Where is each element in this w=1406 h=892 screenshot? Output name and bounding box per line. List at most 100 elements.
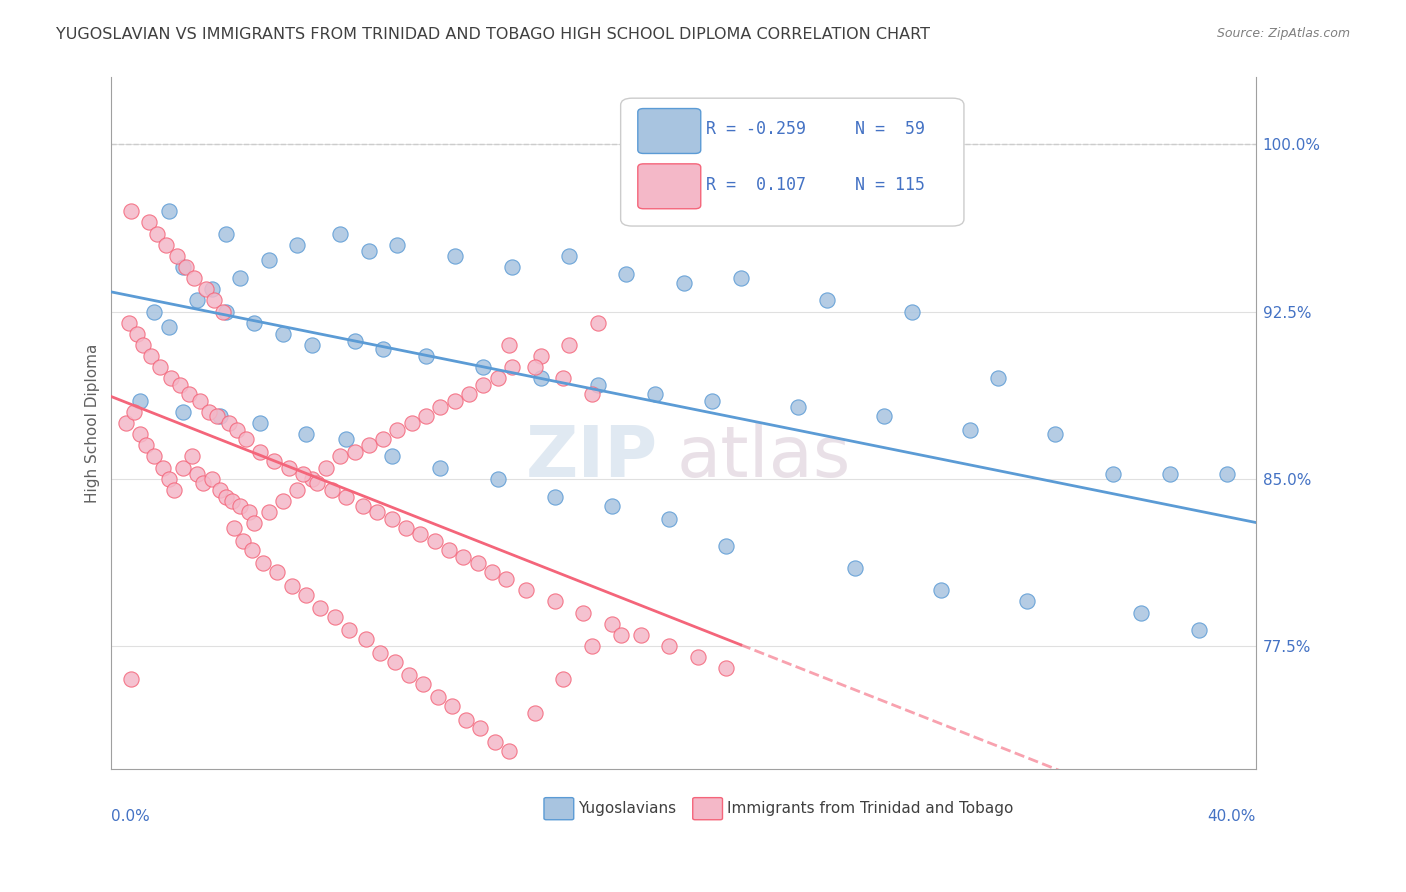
Point <box>600 616 623 631</box>
Point <box>249 445 271 459</box>
Point <box>295 427 318 442</box>
Point <box>440 699 463 714</box>
Point <box>1130 606 1153 620</box>
Text: YUGOSLAVIAN VS IMMIGRANTS FROM TRINIDAD AND TOBAGO HIGH SCHOOL DIPLOMA CORRELATI: YUGOSLAVIAN VS IMMIGRANTS FROM TRINIDAD … <box>56 27 931 42</box>
Point <box>352 499 374 513</box>
Point <box>194 282 217 296</box>
Point <box>285 237 308 252</box>
Point <box>415 349 437 363</box>
Point <box>212 304 235 318</box>
Point <box>558 338 581 352</box>
Point <box>271 494 294 508</box>
Point <box>224 521 246 535</box>
Point <box>498 744 520 758</box>
Point <box>354 632 377 647</box>
Point <box>315 460 337 475</box>
Point <box>987 371 1010 385</box>
Point <box>177 387 200 401</box>
Point <box>529 349 551 363</box>
Point <box>1015 594 1038 608</box>
Point <box>381 450 404 464</box>
FancyBboxPatch shape <box>638 109 700 153</box>
Point <box>486 371 509 385</box>
Point <box>412 677 434 691</box>
Point <box>523 706 546 720</box>
Point <box>572 606 595 620</box>
Point <box>263 454 285 468</box>
Point <box>873 409 896 424</box>
Point <box>238 505 260 519</box>
Point <box>180 450 202 464</box>
Point <box>207 409 229 424</box>
Point <box>495 572 517 586</box>
Point <box>249 416 271 430</box>
Point <box>458 387 481 401</box>
Point <box>277 460 299 475</box>
Text: 0.0%: 0.0% <box>111 809 150 823</box>
Point <box>257 253 280 268</box>
Point <box>257 505 280 519</box>
Point <box>544 594 567 608</box>
Point <box>387 237 409 252</box>
Point <box>398 668 420 682</box>
Point <box>423 534 446 549</box>
Point <box>266 566 288 580</box>
Point <box>221 494 243 508</box>
Point <box>127 326 149 341</box>
Point <box>716 539 738 553</box>
Point <box>186 293 208 308</box>
Point <box>658 639 681 653</box>
Point <box>301 472 323 486</box>
Point <box>157 472 180 486</box>
Point <box>630 628 652 642</box>
Point <box>129 427 152 442</box>
Point <box>120 204 142 219</box>
Point <box>484 735 506 749</box>
Text: Yugoslavians: Yugoslavians <box>578 801 676 816</box>
Point <box>515 583 537 598</box>
FancyBboxPatch shape <box>638 164 700 209</box>
Point <box>172 405 194 419</box>
Point <box>309 601 332 615</box>
Point <box>120 673 142 687</box>
Point <box>443 249 465 263</box>
Text: N = 115: N = 115 <box>855 176 925 194</box>
Point <box>472 360 495 375</box>
Text: R =  0.107: R = 0.107 <box>706 176 807 194</box>
Y-axis label: High School Diploma: High School Diploma <box>86 343 100 503</box>
Point <box>558 249 581 263</box>
Point <box>323 610 346 624</box>
Point <box>157 204 180 219</box>
Point <box>146 227 169 241</box>
Point <box>1045 427 1067 442</box>
Point <box>243 316 266 330</box>
Point <box>614 267 637 281</box>
Point <box>529 371 551 385</box>
Point <box>301 338 323 352</box>
Point <box>429 460 451 475</box>
Point <box>815 293 838 308</box>
Point <box>172 460 194 475</box>
Point <box>132 338 155 352</box>
Point <box>1187 624 1209 638</box>
Point <box>307 476 329 491</box>
Point <box>200 282 222 296</box>
Point <box>143 304 166 318</box>
Point <box>124 405 146 419</box>
Point <box>384 655 406 669</box>
Point <box>401 416 423 430</box>
Point <box>553 371 575 385</box>
FancyBboxPatch shape <box>544 797 574 820</box>
Point <box>357 438 380 452</box>
Point <box>215 227 238 241</box>
Point <box>426 690 449 705</box>
Point <box>229 499 252 513</box>
Point <box>138 215 160 229</box>
Point <box>335 490 357 504</box>
Point <box>292 467 315 482</box>
Text: R = -0.259: R = -0.259 <box>706 120 807 138</box>
Point <box>343 334 366 348</box>
Point <box>160 371 183 385</box>
Point <box>1159 467 1181 482</box>
Point <box>486 472 509 486</box>
